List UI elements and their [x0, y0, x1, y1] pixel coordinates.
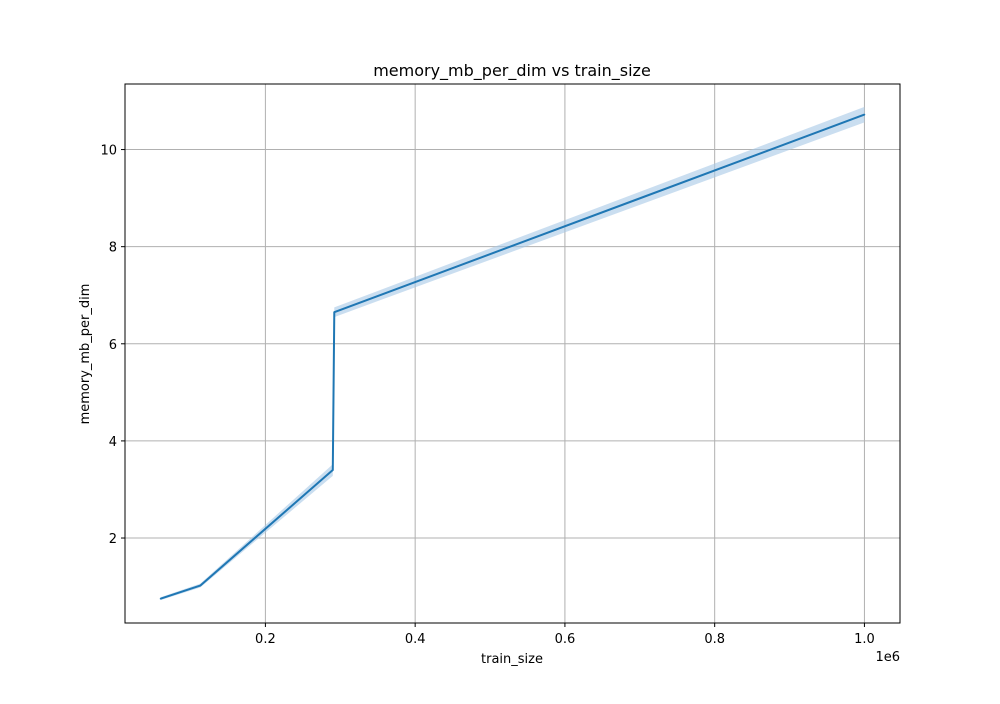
y-tick-label: 4 [109, 435, 117, 450]
x-tick-label: 0.4 [405, 632, 426, 647]
y-tick-layer: 2 4 6 8 10 [100, 144, 125, 547]
x-tick-label: 1.0 [854, 632, 875, 647]
chart-title: memory_mb_per_dim vs train_size [373, 61, 651, 81]
x-tick-label: 0.6 [555, 632, 576, 647]
data-point [863, 113, 866, 116]
x-tick-label: 0.8 [704, 632, 725, 647]
x-tick-layer: 0.2 0.4 0.6 0.8 1.0 [255, 623, 875, 647]
y-tick-label: 2 [109, 532, 117, 547]
series-line-layer [159, 113, 866, 600]
y-tick-label: 10 [100, 144, 117, 159]
y-tick-label: 6 [109, 338, 117, 353]
confidence-band [160, 106, 865, 601]
x-axis-label: train_size [481, 652, 543, 667]
x-tick-label: 0.2 [255, 632, 276, 647]
data-point [159, 597, 162, 600]
data-point [199, 584, 202, 587]
data-point [333, 311, 336, 314]
x-axis-offset-label: 1e6 [875, 650, 900, 665]
grid-layer [125, 84, 900, 623]
plot-frame [124, 83, 901, 624]
data-point [331, 469, 334, 471]
confidence-band-layer [160, 106, 865, 601]
y-axis-label: memory_mb_per_dim [78, 284, 93, 425]
y-tick-label: 8 [109, 241, 117, 256]
